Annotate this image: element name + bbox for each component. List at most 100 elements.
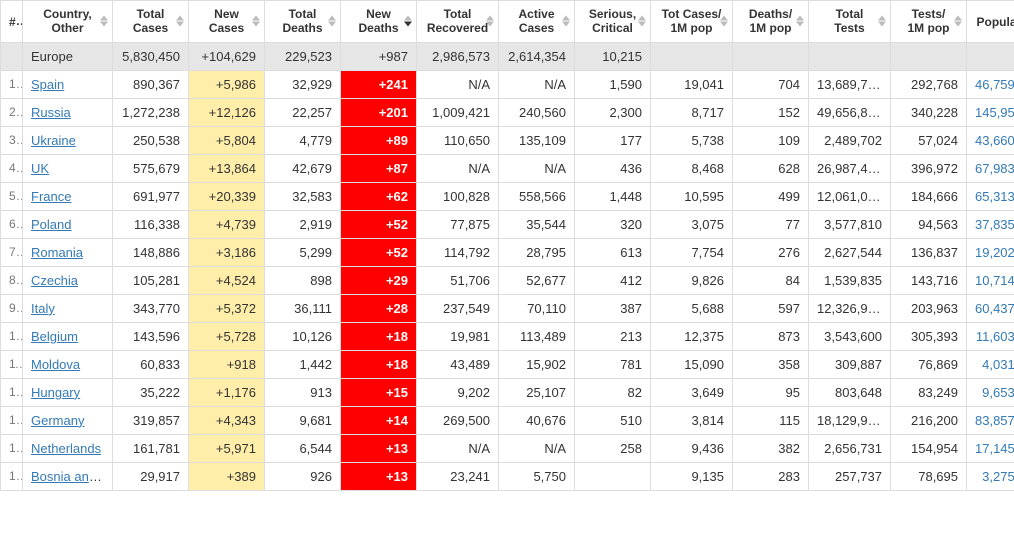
active-cases: 15,902 (499, 350, 575, 378)
covid-stats-table: # Country,OtherTotalCasesNewCases TotalDea… (0, 0, 1014, 491)
total-recovered: 23,241 (417, 462, 499, 490)
population: 17,145,263 (967, 434, 1014, 462)
tests-per-m: 143,716 (891, 266, 967, 294)
country-cell: Bosnia and Herzegovina (23, 462, 113, 490)
col-header-6[interactable]: TotalRecovered (417, 1, 499, 43)
col-header-5[interactable]: NewDeaths (341, 1, 417, 43)
population-link[interactable]: 9,653,580 (982, 385, 1014, 400)
country-cell: Poland (23, 210, 113, 238)
col-header-12[interactable]: Tests/1M pop (891, 1, 967, 43)
active-cases: N/A (499, 154, 575, 182)
active-cases: 113,489 (499, 322, 575, 350)
active-cases: N/A (499, 434, 575, 462)
col-header-11[interactable]: TotalTests (809, 1, 891, 43)
total-tests: 12,061,094 (809, 182, 891, 210)
active-cases: 558,566 (499, 182, 575, 210)
col-header-10[interactable]: Deaths/1M pop (733, 1, 809, 43)
col-header-label: Serious,Critical (589, 7, 636, 36)
cases-per-m: 15,090 (651, 350, 733, 378)
country-link[interactable]: Italy (31, 301, 55, 316)
country-link[interactable]: Russia (31, 105, 71, 120)
serious-critical: 10,215 (575, 42, 651, 70)
col-header-label: # (9, 15, 16, 29)
cases-per-m: 12,375 (651, 322, 733, 350)
country-link[interactable]: Ukraine (31, 133, 76, 148)
country-link[interactable]: Belgium (31, 329, 78, 344)
total-deaths: 36,111 (265, 294, 341, 322)
tests-per-m: 184,666 (891, 182, 967, 210)
table-row: 11Moldova60,833+9181,442+1843,48915,9027… (1, 350, 1014, 378)
population-link[interactable]: 4,031,376 (982, 357, 1014, 372)
population-link[interactable]: 3,275,156 (982, 469, 1014, 484)
population-link[interactable]: 46,759,755 (975, 77, 1014, 92)
population-link[interactable]: 37,835,194 (975, 217, 1014, 232)
col-header-13[interactable]: Population (967, 1, 1014, 43)
col-header-7[interactable]: ActiveCases (499, 1, 575, 43)
tests-per-m: 340,228 (891, 98, 967, 126)
total-tests: 3,577,810 (809, 210, 891, 238)
population-link[interactable]: 83,857,254 (975, 413, 1014, 428)
active-cases: N/A (499, 70, 575, 98)
total-recovered: 269,500 (417, 406, 499, 434)
col-header-9[interactable]: Tot Cases/1M pop (651, 1, 733, 43)
new-deaths: +52 (341, 210, 417, 238)
total-cases: 575,679 (113, 154, 189, 182)
new-cases: +389 (189, 462, 265, 490)
total-tests: 12,326,971 (809, 294, 891, 322)
country-cell: Belgium (23, 322, 113, 350)
total-deaths: 9,681 (265, 406, 341, 434)
population-link[interactable]: 65,313,096 (975, 189, 1014, 204)
table-row: 2Russia1,272,238+12,12622,257+2011,009,4… (1, 98, 1014, 126)
col-header-3[interactable]: NewCases (189, 1, 265, 43)
population-link[interactable]: 17,145,263 (975, 441, 1014, 456)
active-cases: 70,110 (499, 294, 575, 322)
country-link[interactable]: Romania (31, 245, 83, 260)
country-link[interactable]: Netherlands (31, 441, 101, 456)
col-header-label: ActiveCases (518, 7, 554, 36)
table-header: # Country,OtherTotalCasesNewCases TotalDea… (1, 1, 1014, 43)
col-header-4[interactable]: TotalDeaths (265, 1, 341, 43)
total-recovered: N/A (417, 70, 499, 98)
col-header-1[interactable]: Country,Other (23, 1, 113, 43)
new-cases: +20,339 (189, 182, 265, 210)
col-header-label: TotalDeaths (282, 7, 322, 36)
serious-critical: 213 (575, 322, 651, 350)
cases-per-m: 8,468 (651, 154, 733, 182)
serious-critical: 258 (575, 434, 651, 462)
country-link[interactable]: UK (31, 161, 49, 176)
deaths-per-m: 109 (733, 126, 809, 154)
country-cell: Ukraine (23, 126, 113, 154)
population-link[interactable]: 67,983,287 (975, 161, 1014, 176)
country-link[interactable]: Hungary (31, 385, 80, 400)
total-cases: 148,886 (113, 238, 189, 266)
tests-per-m: 203,963 (891, 294, 967, 322)
country-link[interactable]: France (31, 189, 71, 204)
deaths-per-m (733, 42, 809, 70)
population-link[interactable]: 11,603,401 (976, 329, 1014, 344)
population-link[interactable]: 60,437,324 (975, 301, 1014, 316)
country-link[interactable]: Spain (31, 77, 64, 92)
table-row: 9Italy343,770+5,37236,111+28237,54970,11… (1, 294, 1014, 322)
total-deaths: 5,299 (265, 238, 341, 266)
sort-icon (252, 16, 260, 27)
region-row: Europe5,830,450+104,629229,523+9872,986,… (1, 42, 1014, 70)
country-link[interactable]: Bosnia and Herzegovina (31, 469, 113, 484)
population (967, 42, 1014, 70)
population-link[interactable]: 19,202,054 (975, 245, 1014, 260)
population-link[interactable]: 145,951,658 (975, 105, 1014, 120)
total-tests: 309,887 (809, 350, 891, 378)
tests-per-m: 83,249 (891, 378, 967, 406)
cases-per-m (651, 42, 733, 70)
population: 10,714,429 (967, 266, 1014, 294)
country-link[interactable]: Germany (31, 413, 84, 428)
population-link[interactable]: 10,714,429 (975, 273, 1014, 288)
col-header-label: Tot Cases/1M pop (662, 7, 722, 36)
country-link[interactable]: Moldova (31, 357, 80, 372)
country-link[interactable]: Czechia (31, 273, 78, 288)
col-header-2[interactable]: TotalCases (113, 1, 189, 43)
country-link[interactable]: Poland (31, 217, 71, 232)
new-cases: +4,524 (189, 266, 265, 294)
cases-per-m: 19,041 (651, 70, 733, 98)
col-header-8[interactable]: Serious,Critical (575, 1, 651, 43)
population-link[interactable]: 43,660,870 (975, 133, 1014, 148)
